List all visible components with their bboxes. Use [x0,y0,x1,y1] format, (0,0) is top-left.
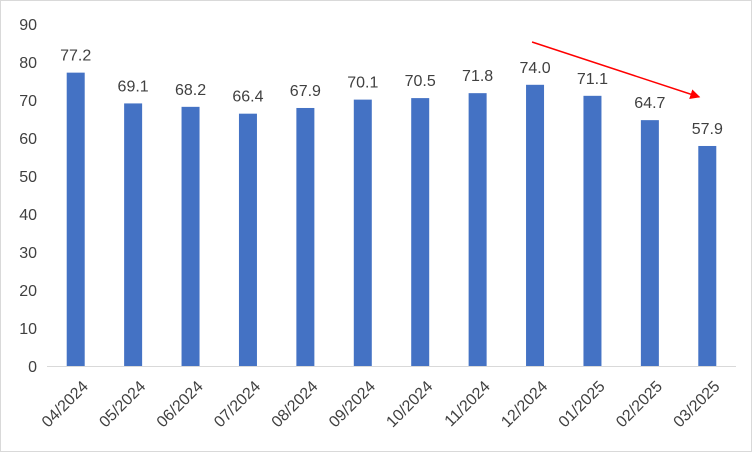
y-tick-label: 0 [28,359,37,376]
y-tick-label: 70 [19,93,37,110]
data-label: 67.9 [290,83,321,100]
bar [124,103,143,367]
x-tick-label: 02/2025 [613,378,666,431]
x-tick-label: 10/2024 [383,378,436,431]
x-tick-label: 05/2024 [96,378,149,431]
bar [526,84,545,367]
x-tick-label: 09/2024 [326,378,379,431]
data-label: 64.7 [634,95,665,112]
data-label: 71.8 [462,68,493,85]
y-tick-label: 20 [19,283,37,300]
y-tick-label: 10 [19,321,37,338]
bar [698,145,717,366]
y-tick-label: 50 [19,169,37,186]
bar [238,113,257,367]
trend-arrow [531,41,701,99]
x-tick-label: 03/2025 [671,378,724,431]
x-tick-label: 12/2024 [498,378,551,431]
bar [181,106,200,366]
bar [640,120,659,366]
data-label: 57.9 [692,121,723,138]
x-tick-label: 04/2024 [39,378,92,431]
x-tick-label: 07/2024 [211,378,264,431]
y-tick-label: 60 [19,131,37,148]
x-tick-label: 06/2024 [154,378,207,431]
x-tick-label: 01/2025 [556,378,609,431]
bar [468,93,487,366]
data-label: 77.2 [60,48,91,65]
y-tick-label: 30 [19,245,37,262]
y-tick-label: 90 [19,17,37,34]
x-tick-label: 08/2024 [269,378,322,431]
bar [353,99,372,367]
data-label: 69.1 [118,78,149,95]
y-tick-label: 40 [19,207,37,224]
data-label: 71.1 [577,71,608,88]
bar [296,107,315,366]
data-label: 66.4 [232,89,263,106]
data-label: 70.5 [405,73,436,90]
bar [411,98,430,366]
data-label: 68.2 [175,82,206,99]
y-tick-label: 80 [19,55,37,72]
data-label: 74.0 [519,60,550,77]
bar [583,95,602,366]
x-tick-label: 11/2024 [442,378,494,430]
bar [66,72,85,366]
data-label: 70.1 [347,75,378,92]
